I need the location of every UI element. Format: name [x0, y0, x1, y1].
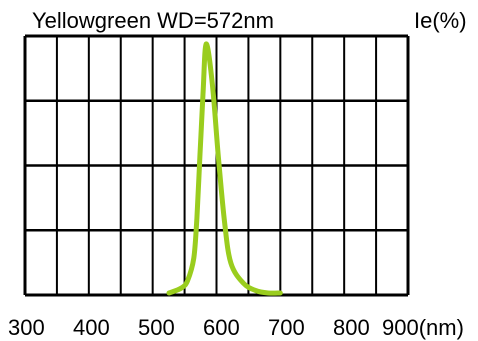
spectrum-curve — [166, 41, 283, 296]
x-tick-label: 600 — [203, 315, 240, 340]
x-tick-label: 700 — [268, 315, 305, 340]
x-tick-label: 400 — [73, 315, 110, 340]
chart-grid — [23, 34, 410, 297]
x-tick-label: 800 — [333, 315, 370, 340]
chart-title: Yellowgreen WD=572nm — [32, 8, 274, 33]
x-tick-label: 300 — [8, 315, 45, 340]
x-tick-label: 900(nm) — [382, 315, 464, 340]
x-tick-label: 500 — [138, 315, 175, 340]
y-axis-unit-label: Ie(%) — [414, 8, 467, 33]
